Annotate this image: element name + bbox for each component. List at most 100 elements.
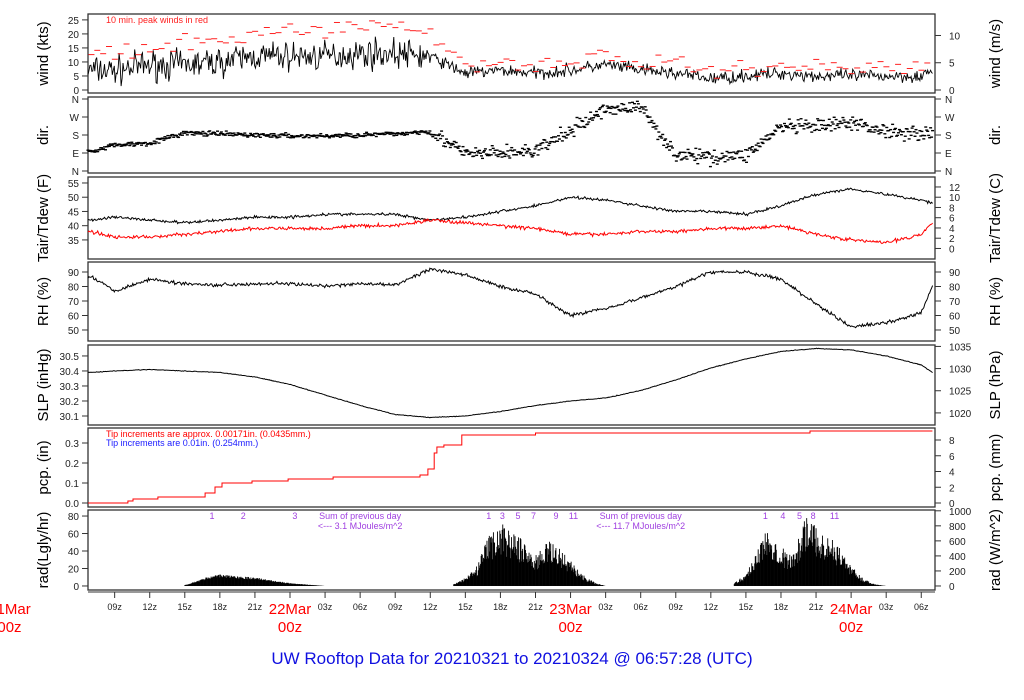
x-tick-label: 03z	[879, 602, 894, 612]
slp-ytick-label: 30.3	[60, 382, 80, 393]
rh-ytick-label: 90	[68, 268, 80, 279]
pcp-ytick-right-label: 0	[949, 499, 955, 510]
rh-ytick-right-label: 50	[949, 326, 961, 337]
radiation-sum-title: Sum of previous day	[600, 511, 683, 521]
rh-ylabel-right: RH (%)	[987, 277, 1004, 326]
date-label-day: 22Mar	[269, 601, 312, 618]
slp-ylabel-right: SLP (hPa)	[987, 351, 1004, 420]
wind-ytick-label: 20	[68, 30, 80, 41]
date-label-day: 24Mar	[830, 601, 873, 618]
radiation-sum-value: <--- 11.7 MJoules/m^2	[596, 521, 685, 531]
date-label-hour: 00z	[278, 619, 302, 636]
temp-ytick-right-label: 0	[949, 244, 955, 255]
temp-ytick-right-label: 8	[949, 203, 955, 214]
rh-ytick-right-label: 70	[949, 297, 961, 308]
slp-ytick-label: 30.2	[60, 397, 80, 408]
wind-frame	[87, 13, 936, 94]
temp-ytick-label: 35	[68, 236, 80, 247]
slp-ytick-right-label: 1020	[949, 409, 972, 420]
rad-ytick-label: 40	[68, 547, 80, 558]
hour-mark-label: 1	[486, 511, 491, 521]
chart-title: UW Rooftop Data for 20210321 to 20210324…	[271, 649, 753, 668]
pcp-ytick-label: 0.3	[65, 439, 79, 450]
slp-ytick-label: 30.4	[60, 367, 80, 378]
hour-mark-label: 11	[830, 511, 839, 521]
pcp-ytick-label: 0.0	[65, 499, 79, 510]
x-tick-label: 03z	[598, 602, 613, 612]
temp-ytick-right-label: 4	[949, 224, 955, 235]
rh-frame	[87, 261, 936, 342]
x-tick-label: 12z	[704, 602, 719, 612]
dir-ytick-label: N	[72, 167, 79, 178]
dir-ytick-label: S	[72, 131, 79, 142]
temp-ytick-label: 45	[68, 207, 80, 218]
panel-rad: rad(Lgly/hr) rad (W/m^2)02040608002004006…	[35, 507, 1004, 593]
pcp-ytick-right-label: 4	[949, 468, 955, 479]
x-tick-label: 12z	[142, 602, 157, 612]
wind-ytick-label: 5	[73, 72, 79, 83]
x-tick-label: 03z	[318, 602, 333, 612]
hour-mark-label: 11	[569, 511, 578, 521]
rh-ylabel: RH (%)	[35, 277, 52, 326]
hour-mark-label: 3	[500, 511, 505, 521]
wind-ytick-label: 25	[68, 16, 80, 27]
wind-ytick-right-label: 0	[949, 86, 955, 97]
rad-frame	[87, 509, 936, 591]
hour-mark-label: 4	[780, 511, 785, 521]
dir-ytick-right-label: E	[945, 149, 952, 160]
wind-ytick-right-label: 10	[949, 31, 961, 42]
pcp-ylabel-right: pcp. (mm)	[987, 434, 1004, 502]
rad-ytick-label: 20	[68, 564, 80, 575]
pcp-ytick-right-label: 8	[949, 436, 955, 447]
pcp-ytick-label: 0.2	[65, 459, 79, 470]
tdew-line	[87, 217, 933, 245]
hour-mark-label: 5	[797, 511, 802, 521]
temp-ytick-label: 50	[68, 193, 80, 204]
rh-ytick-label: 70	[68, 297, 80, 308]
date-label-hour: 00z	[839, 619, 863, 636]
wind-ytick-right-label: 5	[949, 59, 955, 70]
panel-pcp: pcp. (in) pcp. (mm) 0.0 0.1 0.2 0.3 0 2 4 6 8	[35, 427, 1004, 510]
x-tick-label: 09z	[388, 602, 403, 612]
rad-ytick-right-label: 1000	[949, 507, 972, 518]
x-tick-label: 06z	[914, 602, 929, 612]
rh-ytick-label: 50	[68, 326, 80, 337]
radiation-sum-title: Sum of previous day	[319, 511, 402, 521]
x-tick-label: 06z	[633, 602, 648, 612]
x-tick-label: 09z	[107, 602, 122, 612]
x-tick-label: 15z	[739, 602, 754, 612]
dir-ytick-label: N	[72, 95, 79, 106]
dir-ytick-right-label: N	[945, 167, 952, 178]
x-tick-label: 18z	[493, 602, 508, 612]
temp-ylabel-right: Tair/Tdew (C)	[987, 173, 1004, 263]
temp-ylabel: Tair/Tdew (F)	[35, 174, 52, 262]
tair-line	[87, 187, 933, 225]
x-tick-label: 21z	[248, 602, 263, 612]
slp-ytick-label: 30.5	[60, 352, 80, 363]
date-label-day: 21Mar	[0, 601, 31, 618]
dir-ylabel-right: dir.	[987, 125, 1004, 145]
dir-ytick-right-label: W	[945, 113, 955, 124]
hour-mark-label: 8	[811, 511, 816, 521]
hour-mark-label: 2	[241, 511, 246, 521]
wind-ylabel: wind (kts)	[35, 21, 52, 86]
slp-ytick-label: 30.1	[60, 412, 80, 423]
panel-wind: wind (kts) wind (m/s) 0 5 10 15 20 25 0 5 10	[35, 13, 1004, 97]
pcp-ytick-right-label: 6	[949, 452, 955, 463]
x-tick-label: 21z	[528, 602, 543, 612]
wind-annotation: 10 min. peak winds in red	[106, 15, 208, 25]
dir-ytick-right-label: N	[945, 95, 952, 106]
x-tick-label: 15z	[178, 602, 193, 612]
wind-ytick-label: 0	[73, 86, 79, 97]
pcp-ytick-label: 0.1	[65, 479, 79, 490]
temp-ytick-right-label: 6	[949, 214, 955, 225]
rad-ylabel: rad(Lgly/hr)	[35, 512, 52, 589]
rad-ylabel-right: rad (W/m^2)	[987, 509, 1004, 591]
pcp-note-blue: Tip increments are 0.01in. (0.254mm.)	[106, 438, 258, 448]
panel-dir: dir. dir.N NE ES SW WN N	[35, 95, 1004, 178]
panel-slp: SLP (inHg) SLP (hPa) 30.1 30.2 30.3 30.4 30.5 1…	[35, 342, 1004, 426]
rad-ytick-right-label: 600	[949, 537, 966, 548]
x-tick-label: 06z	[353, 602, 368, 612]
dir-ytick-right-label: S	[945, 131, 952, 142]
